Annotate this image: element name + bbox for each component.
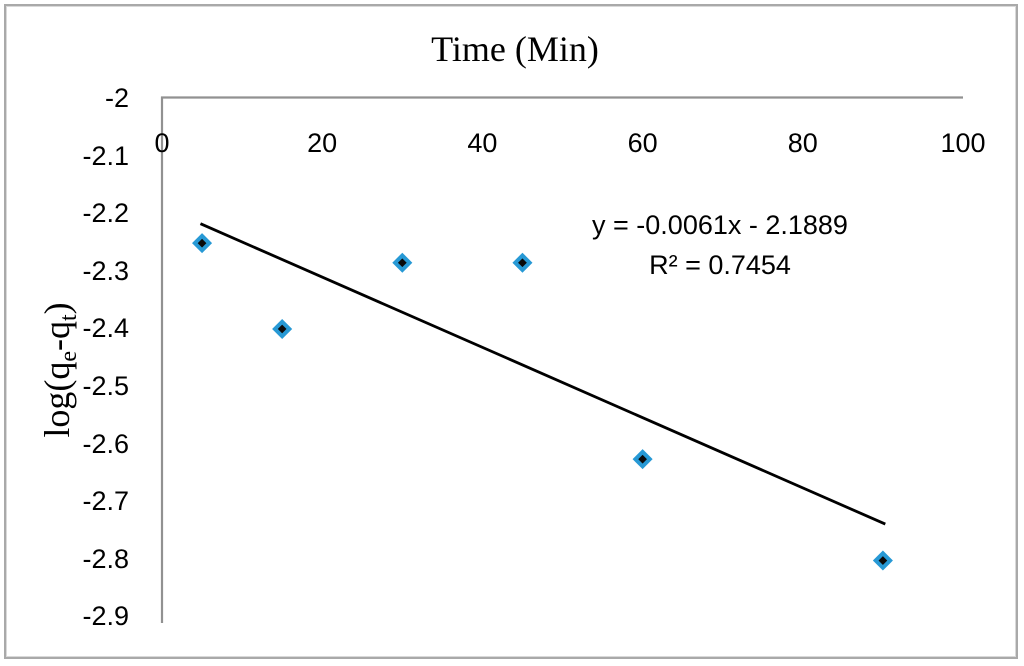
r-squared-label: R² = 0.7454 [649,250,791,280]
x-tick-label: 40 [467,128,498,158]
y-tick-label: -2.4 [82,313,129,344]
y-tick-label: -2.3 [82,255,129,286]
x-tick-label: 100 [940,128,986,158]
y-tick-label: -2.1 [82,140,129,171]
x-tick-label: 60 [627,128,658,158]
data-point-marker [632,449,653,470]
data-point-marker [872,550,893,571]
y-tick-label: -2.5 [82,371,129,401]
x-tick-label: 20 [307,128,338,158]
y-tick-label: -2.7 [82,486,129,517]
data-point-markers [192,233,893,571]
trendline-group [199,222,886,526]
y-axis-title-subscript-e: e [56,351,82,362]
data-point-marker [192,233,213,254]
y-tick-label: -2.2 [82,198,129,229]
data-point-marker [272,318,293,340]
trendline [199,222,886,526]
y-axis-title-suffix: ) [37,302,77,315]
x-tick-label: 80 [787,128,818,158]
equation-label: y = -0.0061x - 2.1889 [592,210,848,240]
y-tick-label: -2.6 [82,428,129,459]
y-tick-label: -2 [104,83,129,113]
y-tick-label: -2.9 [82,601,129,632]
trendline-equation-block: y = -0.0061x - 2.1889 R² = 0.7454 [520,205,920,285]
data-point-marker [512,252,533,273]
y-tick-label: -2.8 [82,543,129,574]
x-tick-label: 0 [154,128,170,158]
image-border-frame [4,4,1018,659]
data-point-marker [392,252,413,273]
chart-title: Time (Min) [431,29,599,69]
